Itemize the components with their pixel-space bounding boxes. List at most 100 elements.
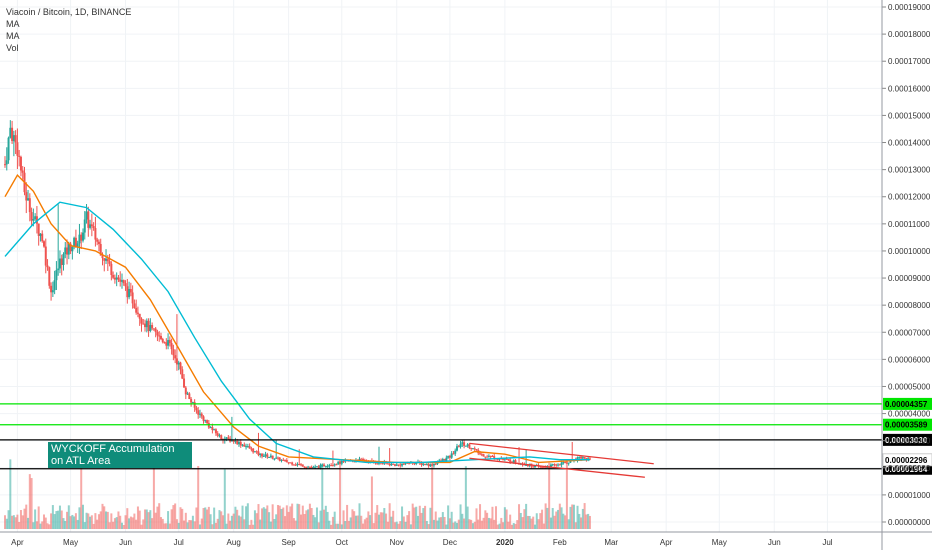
- volume-bar: [204, 507, 207, 529]
- volume-bar: [572, 504, 575, 529]
- volume-bar: [271, 504, 274, 529]
- x-tick-label: Jun: [768, 538, 781, 547]
- candle-body: [236, 440, 239, 445]
- candle-body: [390, 463, 393, 466]
- volume-bar: [156, 506, 159, 529]
- candle-body: [542, 467, 545, 469]
- volume-bar: [170, 509, 173, 529]
- candle-body: [269, 455, 272, 458]
- x-tick-label: Aug: [227, 538, 241, 547]
- volume-bar: [18, 522, 21, 529]
- volume-bar: [223, 469, 226, 529]
- candle-body: [213, 429, 216, 431]
- candle-body: [87, 211, 90, 228]
- candle-body: [475, 449, 478, 451]
- volume-bar: [165, 523, 168, 529]
- volume-bar: [379, 512, 382, 529]
- candle-body: [135, 307, 138, 313]
- candle-body: [564, 462, 567, 464]
- y-tick-label: 0.00000000: [888, 518, 931, 527]
- volume-bar: [46, 523, 49, 529]
- volume-bar: [399, 521, 402, 529]
- volume-bar: [464, 466, 467, 529]
- volume-bar: [457, 519, 460, 529]
- candle-body: [252, 448, 255, 453]
- candle-body: [167, 340, 170, 346]
- volume-bar: [39, 523, 42, 529]
- y-tick-label: 0.00006000: [888, 355, 931, 364]
- candle-body: [220, 435, 223, 440]
- volume-bar: [9, 459, 12, 529]
- volume-bar: [207, 506, 210, 529]
- candle-body: [471, 448, 474, 450]
- level-tag: [883, 418, 932, 431]
- candle-body: [81, 232, 84, 241]
- volume-bar: [408, 511, 411, 529]
- volume-bar: [406, 515, 409, 529]
- candle-body: [567, 462, 570, 464]
- candle-body: [188, 393, 191, 400]
- candle-body: [285, 460, 288, 463]
- candle-body: [50, 285, 53, 293]
- volume-bar: [454, 521, 457, 529]
- wyckoff-annotation[interactable]: WYCKOFF Accumulation on ATL Area: [48, 442, 192, 468]
- volume-bar: [484, 510, 487, 529]
- candle-body: [503, 458, 506, 460]
- candle-body: [298, 464, 301, 466]
- candle-body: [562, 462, 565, 464]
- volume-bar: [546, 507, 549, 529]
- volume-bar: [48, 524, 51, 529]
- candle-body: [128, 289, 131, 298]
- candle-body: [126, 286, 129, 298]
- candle-body: [576, 457, 579, 461]
- candle-body: [34, 216, 37, 220]
- volume-bar: [468, 519, 471, 529]
- candle-body: [5, 160, 8, 165]
- volume-bar: [55, 511, 58, 529]
- volume-bar: [241, 505, 244, 529]
- volume-bar: [420, 512, 423, 529]
- volume-bar: [44, 517, 47, 529]
- volume-bar: [588, 515, 591, 529]
- volume-bar: [429, 507, 432, 529]
- volume-bar: [555, 511, 558, 529]
- candle-body: [101, 255, 104, 259]
- volume-bar: [411, 503, 414, 529]
- volume-bar: [323, 509, 326, 529]
- volume-bar: [424, 505, 427, 529]
- candle-body: [230, 440, 233, 442]
- volume-bar: [330, 524, 333, 529]
- y-tick-label: 0.00013000: [888, 166, 931, 175]
- candle-body: [158, 335, 161, 337]
- candle-body: [51, 290, 54, 293]
- volume-bar: [548, 462, 551, 529]
- volume-bar: [530, 518, 533, 529]
- y-tick-label: 0.00009000: [888, 274, 931, 283]
- candle-body: [53, 280, 56, 291]
- level-tag: [883, 433, 932, 446]
- candle-body: [523, 464, 526, 466]
- candle-body: [291, 462, 294, 465]
- candle-body: [463, 442, 466, 446]
- volume-bar: [133, 513, 136, 529]
- volume-bar: [386, 521, 389, 529]
- candle-body: [248, 446, 251, 449]
- volume-bar: [298, 504, 301, 529]
- volume-bar: [179, 507, 182, 529]
- candle-body: [4, 164, 6, 166]
- volume-bar: [136, 506, 139, 529]
- volume-bar: [159, 517, 162, 529]
- volume-bar: [438, 517, 441, 529]
- volume-bar: [486, 512, 489, 529]
- volume-bar: [4, 515, 6, 529]
- candle-body: [553, 464, 556, 466]
- y-tick-label: 0.00012000: [888, 193, 931, 202]
- candle-body: [216, 433, 219, 436]
- candle-body: [464, 445, 467, 447]
- volume-bar: [246, 503, 249, 529]
- legend-volume: Vol: [6, 43, 19, 53]
- volume-bar: [76, 519, 79, 529]
- volume-bar: [514, 523, 517, 529]
- volume-bar: [202, 508, 205, 529]
- candle-body: [482, 454, 485, 457]
